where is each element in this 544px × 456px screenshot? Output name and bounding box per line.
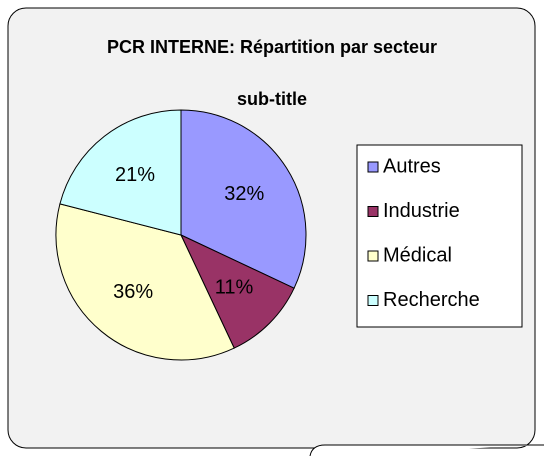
legend-swatch xyxy=(367,206,379,217)
legend-label: Recherche xyxy=(383,289,480,311)
legend-swatch xyxy=(367,295,379,306)
chart-title: PCR INTERNE: Répartition par secteur xyxy=(106,37,438,57)
legend-swatch xyxy=(367,250,379,262)
pie-slice xyxy=(179,233,295,349)
data-label: 11% xyxy=(215,276,254,298)
data-label: 21% xyxy=(115,164,155,186)
legend-label: Industrie xyxy=(383,200,460,222)
pie-slice xyxy=(180,109,307,289)
chart-subtitle: sub-title xyxy=(237,89,307,109)
legend-label: Médical xyxy=(383,244,452,266)
overlay-frame xyxy=(309,444,544,456)
legend-swatch xyxy=(367,161,379,173)
legend-box xyxy=(356,144,523,328)
data-label: 32% xyxy=(224,183,264,205)
data-label: 36% xyxy=(113,281,153,303)
pie-slice xyxy=(59,109,182,236)
pie-slice xyxy=(55,203,235,361)
legend-label: Autres xyxy=(383,155,441,177)
